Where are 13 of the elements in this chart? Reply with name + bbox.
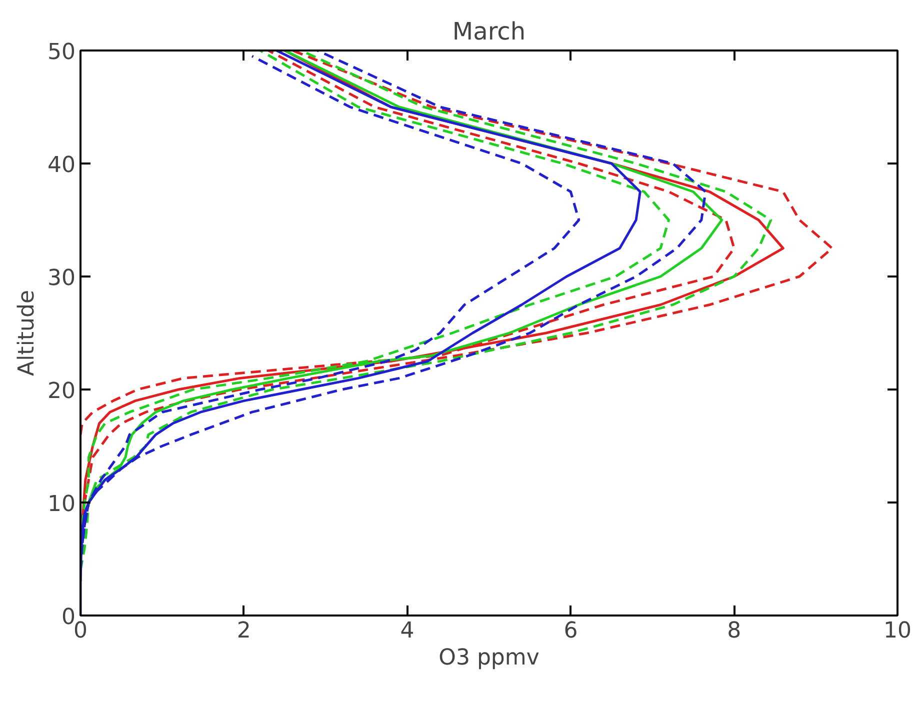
x-tick-label: 2 — [236, 618, 251, 644]
y-tick-label: 20 — [48, 379, 76, 404]
x-tick-label: 4 — [400, 618, 414, 644]
chart-title: March — [452, 18, 526, 46]
y-tick-label: 50 — [48, 40, 76, 65]
x-axis-title: O3 ppmv — [438, 646, 540, 670]
x-tick-label: 10 — [884, 618, 912, 644]
y-tick-label: 10 — [48, 492, 76, 517]
y-tick-label: 40 — [48, 153, 76, 178]
y-tick-label: 30 — [48, 266, 76, 291]
y-axis-title: Altitude — [14, 290, 40, 376]
x-tick-label: 6 — [564, 618, 578, 644]
x-tick-label: 8 — [727, 618, 742, 644]
